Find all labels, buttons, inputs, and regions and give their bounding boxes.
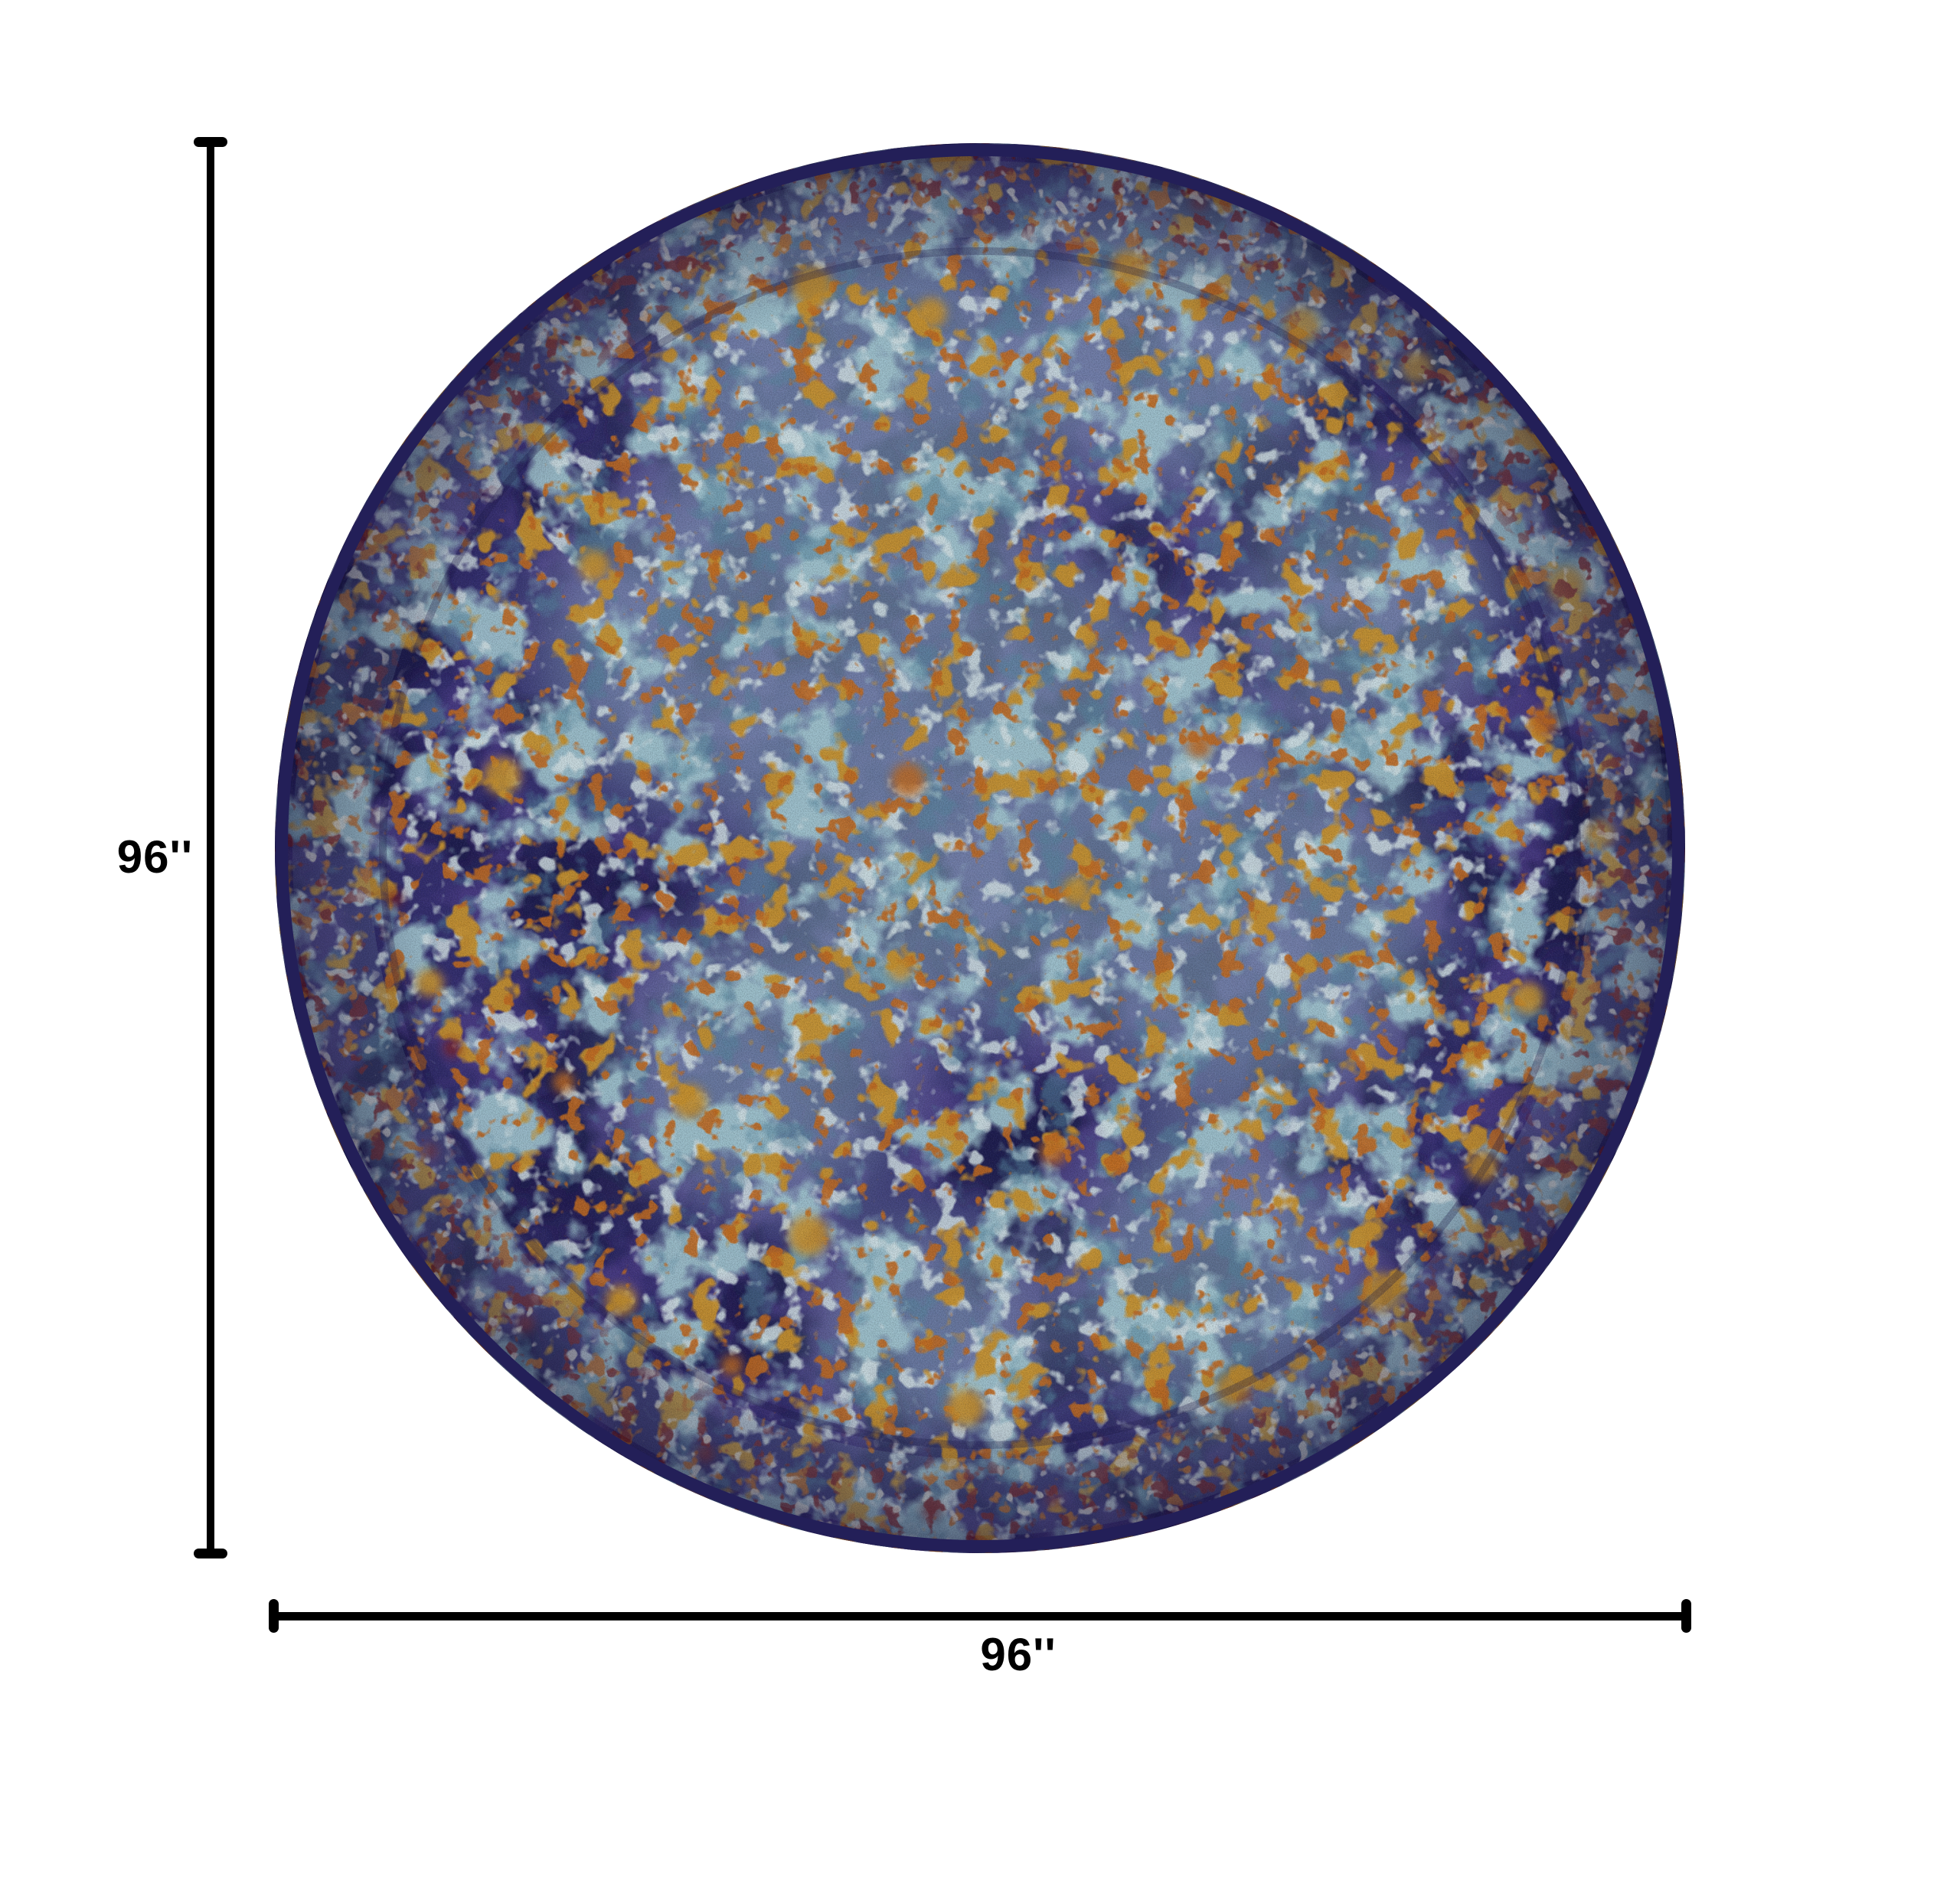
dimension-diagram: 96'' 96'' [0, 0, 1960, 1893]
rug-svg [273, 141, 1687, 1555]
height-dimension-top-cap [194, 137, 227, 147]
width-dimension-left-cap [269, 1599, 279, 1633]
height-dimension-line [207, 142, 214, 1554]
width-dimension-label: 96'' [942, 1632, 1095, 1678]
width-dimension-right-cap [1681, 1599, 1691, 1633]
height-dimension-bottom-cap [194, 1549, 227, 1558]
width-dimension-line [273, 1612, 1686, 1620]
height-dimension-label: 96'' [46, 834, 193, 880]
rug-texture [273, 141, 1687, 1555]
round-rug-image [273, 141, 1687, 1555]
